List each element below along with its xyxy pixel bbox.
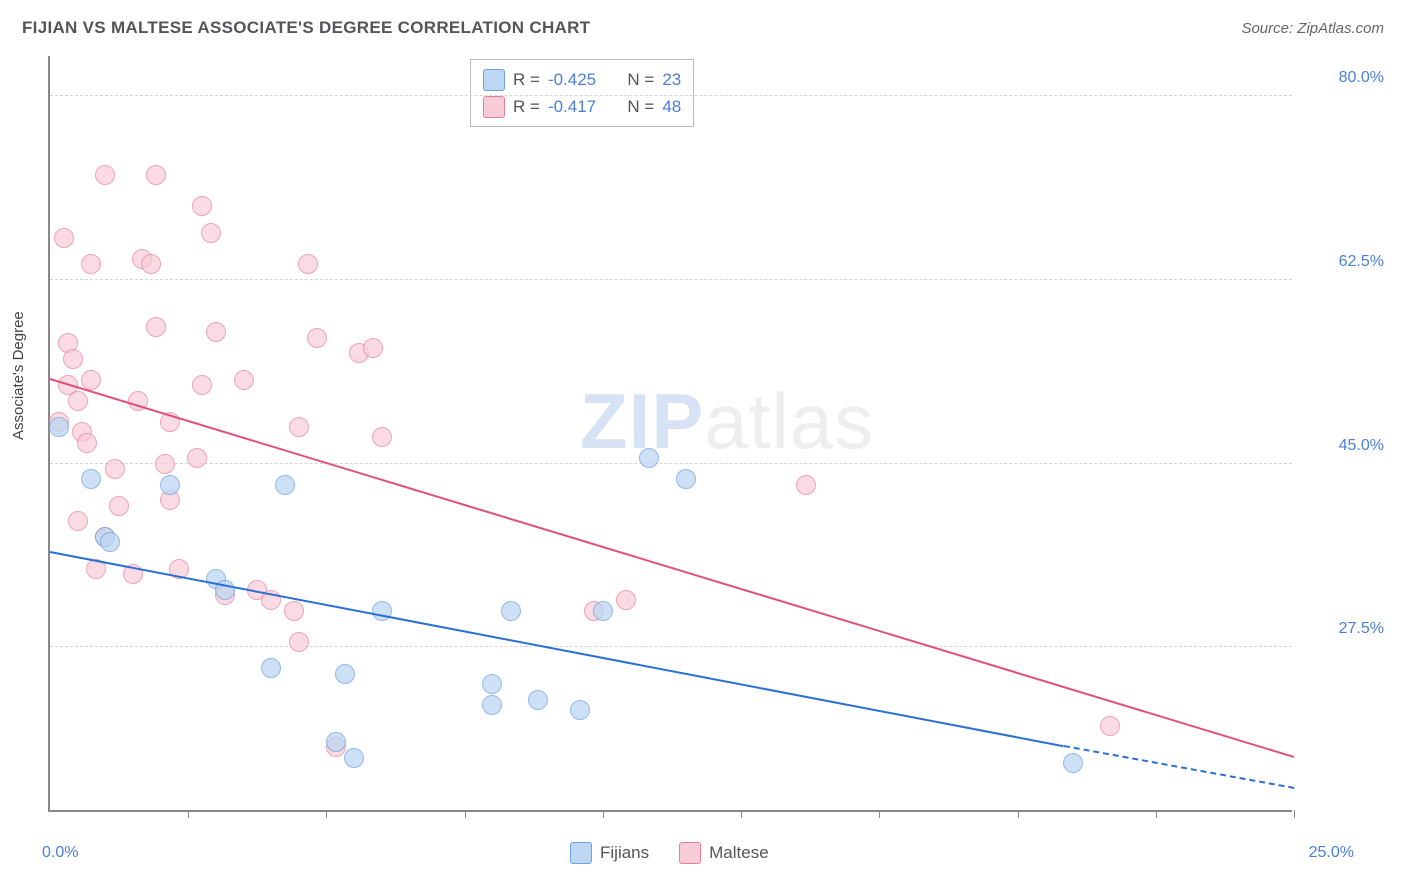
trend-line (50, 378, 1295, 758)
n-label: N = (618, 66, 654, 93)
y-tick-label: 27.5% (1304, 620, 1384, 638)
data-point (81, 254, 101, 274)
data-point (570, 700, 590, 720)
data-point (1100, 716, 1120, 736)
y-tick-label: 62.5% (1304, 253, 1384, 271)
data-point (616, 590, 636, 610)
x-tick (879, 810, 880, 818)
y-tick-label: 45.0% (1304, 437, 1384, 455)
gridline (50, 279, 1292, 280)
data-point (201, 223, 221, 243)
x-axis-min-label: 0.0% (42, 844, 78, 862)
data-point (289, 417, 309, 437)
data-point (95, 165, 115, 185)
data-point (81, 370, 101, 390)
data-point (284, 601, 304, 621)
data-point (289, 632, 309, 652)
x-tick (741, 810, 742, 818)
r-label: R = (513, 93, 540, 120)
legend-swatch (483, 96, 505, 118)
data-point (593, 601, 613, 621)
data-point (307, 328, 327, 348)
r-label: R = (513, 66, 540, 93)
data-point (344, 748, 364, 768)
gridline (50, 646, 1292, 647)
data-point (528, 690, 548, 710)
data-point (77, 433, 97, 453)
source-label: Source: ZipAtlas.com (1241, 20, 1384, 37)
data-point (141, 254, 161, 274)
watermark: ZIPatlas (580, 376, 874, 467)
series-name: Maltese (709, 843, 769, 863)
data-point (501, 601, 521, 621)
data-point (275, 475, 295, 495)
data-point (482, 674, 502, 694)
data-point (146, 317, 166, 337)
legend-swatch (483, 69, 505, 91)
legend-swatch (679, 842, 701, 864)
data-point (192, 196, 212, 216)
data-point (1063, 753, 1083, 773)
data-point (160, 475, 180, 495)
data-point (372, 427, 392, 447)
data-point (146, 165, 166, 185)
data-point (109, 496, 129, 516)
x-tick (465, 810, 466, 818)
x-tick (1018, 810, 1019, 818)
x-tick (326, 810, 327, 818)
data-point (482, 695, 502, 715)
scatter-plot: ZIPatlas R =-0.425 N =23R =-0.417 N =48 … (48, 56, 1292, 812)
n-value: 23 (662, 66, 681, 93)
data-point (155, 454, 175, 474)
y-tick-label: 80.0% (1304, 69, 1384, 87)
gridline (50, 463, 1292, 464)
data-point (49, 417, 69, 437)
data-point (639, 448, 659, 468)
data-point (54, 228, 74, 248)
legend-swatch (570, 842, 592, 864)
x-tick (1156, 810, 1157, 818)
trend-line (1063, 745, 1294, 789)
x-axis-max-label: 25.0% (1309, 844, 1354, 862)
data-point (81, 469, 101, 489)
chart-title: FIJIAN VS MALTESE ASSOCIATE'S DEGREE COR… (22, 18, 590, 38)
x-tick (1294, 810, 1295, 818)
legend-row: R = -0.425 N = 23 (483, 66, 681, 93)
series-name: Fijians (600, 843, 649, 863)
data-point (363, 338, 383, 358)
legend-item: Maltese (679, 842, 769, 864)
gridline (50, 95, 1292, 96)
n-value: 48 (662, 93, 681, 120)
data-point (68, 511, 88, 531)
x-tick (188, 810, 189, 818)
x-tick (603, 810, 604, 818)
data-point (326, 732, 346, 752)
data-point (206, 322, 226, 342)
trend-line (50, 551, 1064, 747)
data-point (335, 664, 355, 684)
data-point (105, 459, 125, 479)
data-point (63, 349, 83, 369)
r-value: -0.425 (548, 66, 610, 93)
y-axis-label: Associate's Degree (10, 311, 27, 440)
data-point (68, 391, 88, 411)
data-point (796, 475, 816, 495)
data-point (261, 658, 281, 678)
legend-row: R = -0.417 N = 48 (483, 93, 681, 120)
data-point (187, 448, 207, 468)
n-label: N = (618, 93, 654, 120)
data-point (100, 532, 120, 552)
data-point (234, 370, 254, 390)
legend-item: Fijians (570, 842, 649, 864)
r-value: -0.417 (548, 93, 610, 120)
data-point (676, 469, 696, 489)
data-point (298, 254, 318, 274)
series-legend: Fijians Maltese (570, 842, 769, 864)
data-point (192, 375, 212, 395)
correlation-legend: R = -0.425 N = 23 R = -0.417 N = 48 (470, 59, 694, 127)
